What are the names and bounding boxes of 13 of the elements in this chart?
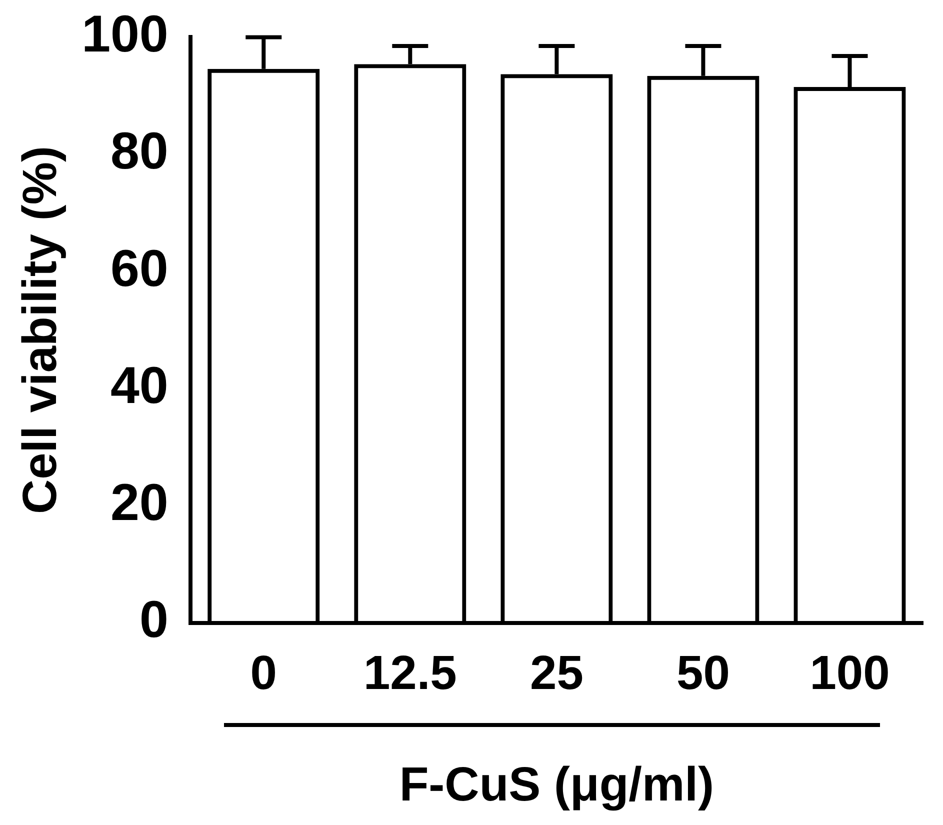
y-axis-title: Cell viability (%) <box>14 146 68 514</box>
y-tick-label: 80 <box>110 122 168 181</box>
x-tick-label: 100 <box>810 646 890 700</box>
y-tick-label: 0 <box>139 591 168 650</box>
x-tick-label: 25 <box>530 646 584 700</box>
x-tick-label: 12.5 <box>363 646 457 700</box>
x-tick-label: 0 <box>250 646 277 700</box>
y-tick-label: 20 <box>110 474 168 532</box>
x-axis-title: F-CuS (μg/ml) <box>399 758 714 812</box>
x-tick-label: 50 <box>676 646 730 700</box>
y-tick-label: 100 <box>82 6 168 64</box>
y-tick-label: 40 <box>110 356 168 415</box>
y-tick-label: 60 <box>110 240 168 298</box>
